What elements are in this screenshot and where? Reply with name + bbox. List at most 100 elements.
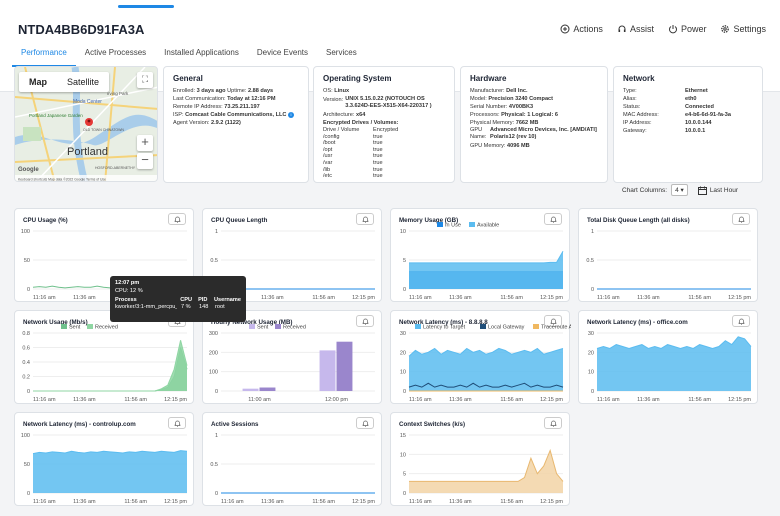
- network-card: Network Type: Ethernet Alias: eth0 Status: Co…: [613, 66, 763, 183]
- chart-panel[interactable]: Network Latency (ms) - 8.8.8.8 Latency to…: [390, 310, 571, 404]
- y-tick-label: 0.6: [22, 346, 30, 352]
- alert-bell-button[interactable]: [356, 315, 374, 327]
- alert-bell-button[interactable]: [544, 315, 562, 327]
- zoom-in-button[interactable]: +: [137, 135, 153, 151]
- tab-active-processes[interactable]: Active Processes: [84, 48, 147, 57]
- chart-panel[interactable]: Network Latency (ms) - office.com 0 10 20 30…: [578, 310, 758, 404]
- chart-controls: Chart Columns: 4 ▾ Last Hour: [622, 184, 738, 196]
- x-tick-label: 11:16 am: [33, 499, 56, 505]
- chart-title: Network Usage (Mb/s): [23, 319, 88, 326]
- x-tick-label: 11:16 am: [409, 397, 432, 403]
- enc-row: /config true: [323, 133, 383, 140]
- chart-title: Active Sessions: [211, 421, 259, 428]
- map-button[interactable]: Map: [29, 77, 47, 87]
- location-map[interactable]: Moda Center Portland Japanese Garden OLD…: [14, 66, 158, 182]
- legend-label: Received: [95, 325, 118, 331]
- chart-panel[interactable]: Network Usage (Mb/s) Sent Received 0 0.2 0.4 0…: [14, 310, 194, 404]
- y-tick-label: 10: [400, 452, 406, 458]
- time-range-button[interactable]: Last Hour: [697, 186, 738, 195]
- x-tick-label: 11:56 am: [312, 499, 335, 505]
- info-icon[interactable]: i: [288, 112, 295, 118]
- y-tick-label: 0.5: [210, 462, 218, 468]
- y-tick-label: 0: [403, 491, 406, 497]
- chart-panel[interactable]: Total Disk Queue Length (all disks) 0 0.5 1…: [578, 208, 758, 302]
- chart-panel[interactable]: Active Sessions 0 0.5 1 11:16 am 11:36 am 11:5…: [202, 412, 382, 506]
- y-tick-label: 0.8: [22, 331, 30, 337]
- bar[interactable]: [242, 388, 259, 391]
- bell-icon: [550, 318, 556, 325]
- y-tick-label: 0: [27, 389, 30, 395]
- assist-button[interactable]: Assist: [617, 24, 654, 34]
- hw-manufacturer: Manufacturer: Dell Inc.: [470, 88, 528, 94]
- chart-plot: Sent Received 0 100 200 300 11:00 am 12:00 pm: [209, 324, 375, 403]
- satellite-button[interactable]: Satellite: [67, 77, 100, 87]
- chart-panel[interactable]: Hourly Network Usage (MB) Sent Received 0 10…: [202, 310, 382, 404]
- x-tick-label: 11:36 am: [449, 397, 472, 403]
- tab-services[interactable]: Services: [326, 48, 357, 57]
- chart-columns-select[interactable]: 4 ▾: [671, 184, 688, 196]
- chart-title: Network Latency (ms) - controlup.com: [23, 421, 136, 428]
- bar[interactable]: [319, 350, 336, 391]
- x-tick-label: 11:16 am: [409, 295, 432, 301]
- bell-icon: [738, 318, 744, 325]
- y-tick-label: 100: [209, 370, 218, 376]
- alert-bell-button[interactable]: [544, 213, 562, 225]
- tooltip-header: Process CPU PID Username: [115, 297, 241, 303]
- tab-performance[interactable]: Performance: [12, 44, 76, 67]
- enc-row: /var true: [323, 159, 383, 166]
- general-last-comm: Last Communication: Today at 12:16 PM: [173, 96, 276, 102]
- chart-title: Network Latency (ms) - 8.8.8.8: [399, 319, 488, 326]
- legend-label: Latency to Target: [423, 325, 466, 331]
- series-line: [33, 340, 188, 392]
- y-tick-label: 100: [21, 229, 30, 235]
- network-row: Alias: eth0: [623, 96, 697, 102]
- y-tick-label: 30: [588, 331, 594, 337]
- x-tick-label: 11:36 am: [261, 499, 284, 505]
- general-remote-ip: Remote IP Address: 73.25.211.197: [173, 104, 260, 110]
- x-tick-label: 11:16 am: [597, 295, 620, 301]
- bell-icon: [550, 420, 556, 427]
- alert-bell-button[interactable]: [168, 417, 186, 429]
- chart-plot: 0 0.5 1 11:16 am 11:36 am 11:56 am 12:15 pm: [210, 433, 375, 505]
- chart-title: Memory Usage (GB): [399, 217, 459, 224]
- series-line: [409, 251, 564, 264]
- legend-label: Received: [283, 325, 306, 331]
- network-row: IP Address: 10.0.0.144: [623, 120, 712, 126]
- settings-button[interactable]: Settings: [720, 24, 766, 34]
- alert-bell-button[interactable]: [544, 417, 562, 429]
- alert-bell-button[interactable]: [732, 213, 750, 225]
- alert-bell-button[interactable]: [168, 213, 186, 225]
- series-area: [409, 450, 563, 493]
- tab-device-events[interactable]: Device Events: [256, 48, 309, 57]
- fullscreen-button[interactable]: ⛶: [137, 72, 153, 88]
- x-tick-label: 11:56 am: [312, 295, 335, 301]
- x-tick-label: 11:16 am: [221, 499, 244, 505]
- alert-bell-button[interactable]: [356, 417, 374, 429]
- x-tick-label: 11:36 am: [73, 397, 96, 403]
- zoom-out-button[interactable]: −: [137, 153, 153, 169]
- map-city-label: Portland: [67, 146, 108, 158]
- os-card: Operating System OS: Linux Version: UNIX …: [313, 66, 455, 183]
- tab-installed-applications[interactable]: Installed Applications: [164, 48, 239, 57]
- alert-bell-button[interactable]: [356, 213, 374, 225]
- x-tick-label: 11:36 am: [449, 295, 472, 301]
- actions-button[interactable]: Actions: [560, 24, 603, 34]
- chart-title: Network Latency (ms) - office.com: [587, 319, 688, 326]
- legend-swatch: [249, 324, 255, 329]
- os-title: Operating System: [323, 74, 392, 83]
- y-tick-label: 0: [403, 287, 406, 293]
- alert-bell-button[interactable]: [732, 315, 750, 327]
- bar[interactable]: [259, 387, 276, 391]
- y-tick-label: 0.4: [22, 360, 30, 366]
- x-tick-label: 11:36 am: [449, 499, 472, 505]
- chart-panel[interactable]: Memory Usage (GB) In Use Available 0 5 10 11:1…: [390, 208, 570, 302]
- bar[interactable]: [336, 341, 353, 391]
- power-button[interactable]: Power: [668, 24, 706, 34]
- header-actions: Actions Assist Power Settings: [560, 24, 766, 34]
- chart-panel[interactable]: Context Switches (k/s) 0 5 10 15 11:16 am 11:3…: [390, 412, 570, 506]
- chart-title: Context Switches (k/s): [399, 421, 466, 428]
- page-title: NTDA4BB6D91FA3A: [18, 22, 145, 37]
- legend-swatch: [415, 324, 421, 329]
- chart-panel[interactable]: Network Latency (ms) - controlup.com 0 50 1…: [14, 412, 194, 506]
